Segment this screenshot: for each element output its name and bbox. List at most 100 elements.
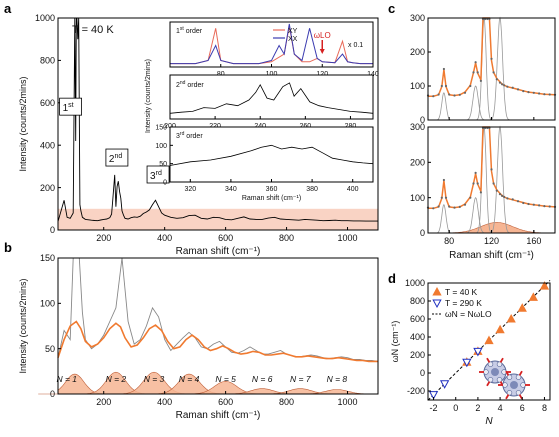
data-point	[490, 168, 493, 171]
panel-c-xlabel: Raman shift (cm⁻¹)	[449, 250, 534, 261]
data-point	[501, 83, 504, 86]
data-point	[503, 84, 506, 87]
data-point	[474, 61, 477, 64]
molecule-arrow	[505, 394, 510, 400]
inset-ylabel: Intensity (counts/2mins)	[145, 59, 152, 133]
data-point	[476, 71, 479, 74]
data-point	[506, 197, 509, 200]
data-point	[527, 91, 530, 94]
panel-c-axes-2	[427, 126, 556, 234]
inset-third-y-tick-label: 50	[159, 161, 167, 168]
panel-b-x-tick-label: 400	[157, 397, 172, 407]
data-point	[501, 194, 504, 197]
legend-fit-label: ωN = NωLO	[445, 309, 492, 319]
data-point	[479, 79, 482, 82]
panel-c-y2-tick-label: 200	[410, 157, 425, 167]
panel-a-ylabel: Intensity (counts/2mins)	[18, 76, 28, 171]
order-label-3: 3rd	[150, 170, 162, 182]
data-point	[532, 203, 535, 206]
panel-c-y2-tick-label: 0	[420, 228, 425, 238]
panel-c-y1-tick-label: 300	[410, 13, 425, 23]
panel-a-y-tick-label: 1000	[35, 13, 55, 23]
data-point	[511, 198, 514, 201]
molecule-arrow	[486, 381, 491, 387]
inset-third-x-tick-label: 380	[306, 186, 318, 193]
molecule-atom	[515, 374, 522, 380]
data-point	[495, 78, 498, 81]
data-point-290k	[473, 347, 483, 357]
panel-d-x-tick-label: 8	[542, 403, 547, 413]
data-point	[458, 205, 461, 208]
order-label-box	[146, 165, 170, 184]
panel-d-ylabel: ωN (cm⁻¹)	[390, 321, 400, 363]
legend-marker-1	[432, 299, 442, 309]
data-point-40k	[517, 303, 527, 312]
scale-note: x 0.1	[348, 42, 363, 49]
molecule-atom	[496, 361, 503, 367]
component-peak-4	[428, 125, 555, 234]
panel-a-axes	[57, 17, 379, 231]
panel-c-x-tick-label: 80	[444, 236, 454, 246]
data-point	[437, 93, 440, 96]
data-point	[476, 182, 479, 185]
panel-letter-a: a	[4, 1, 12, 16]
data-point	[437, 205, 440, 208]
data-point	[432, 95, 435, 98]
panel-a-y-tick-label: 600	[40, 98, 55, 108]
data-point-40k	[539, 281, 550, 290]
component-peak-4	[428, 16, 555, 121]
molecule-center	[510, 381, 518, 389]
data-point	[538, 204, 541, 207]
order-label-box	[59, 97, 82, 116]
panel-d-x-tick-label: 2	[475, 403, 480, 413]
data-point	[444, 196, 448, 199]
panel-c-y1-tick-label: 200	[410, 47, 425, 57]
data-point	[444, 84, 448, 88]
data-point	[498, 81, 502, 84]
panel-letter-c: c	[388, 1, 395, 16]
temperature-annotation: T = 40 K	[72, 24, 114, 36]
panel-c-y1-tick-label: 0	[420, 115, 425, 125]
molecule-atom	[502, 382, 508, 388]
panel-b-y-tick-label: 150	[40, 253, 55, 263]
data-point	[492, 71, 495, 74]
panel-b-ylabel: Intensity (counts/2mins)	[18, 278, 28, 373]
inset-third-bg	[170, 127, 373, 182]
molecule-atom	[520, 382, 526, 388]
panel-letter-d: d	[388, 271, 396, 286]
inset-third-x-tick-label: 360	[266, 186, 278, 193]
inset-third-y-tick-label: 0	[163, 179, 167, 186]
inset-second-bg	[170, 75, 373, 119]
legend-label-1: T = 290 K	[445, 298, 482, 308]
fit-line	[428, 17, 556, 97]
panel-b-axes	[57, 257, 379, 395]
data-point-40k	[506, 313, 516, 323]
panel-b-x-tick-label: 1000	[338, 397, 358, 407]
spectrum-line	[57, 17, 378, 222]
third-order-label: 3rd order	[176, 131, 203, 140]
data-point	[522, 201, 525, 205]
inset-third-x-tick-label: 400	[347, 186, 359, 193]
legend-label-xx: XX	[288, 36, 298, 43]
molecule-arrow	[486, 357, 491, 363]
data-point	[440, 196, 443, 199]
panel-c-x-tick-label: 160	[526, 236, 541, 246]
peak-label-n5: N = 5	[215, 374, 236, 384]
order-label-1: 1st	[63, 102, 74, 114]
panel-b-y-tick-label: 0	[50, 389, 55, 399]
data-point	[463, 203, 467, 206]
data-point-290k	[439, 380, 450, 389]
peak-label-n4: N = 4	[179, 374, 200, 384]
inset-third-x-tick-label: 340	[225, 186, 237, 193]
panel-c-y2-tick-label: 300	[410, 122, 425, 132]
data-point	[479, 191, 482, 194]
panel-d-xlabel: N	[485, 416, 493, 427]
panel-b-x-tick-label: 200	[96, 397, 111, 407]
component-peak-3	[428, 126, 555, 234]
fit-line	[428, 126, 556, 210]
panel-c-axes-1	[427, 17, 556, 121]
data-point	[495, 189, 498, 192]
data-point	[548, 93, 551, 96]
panel-d-y-tick-label: 400	[410, 332, 425, 342]
